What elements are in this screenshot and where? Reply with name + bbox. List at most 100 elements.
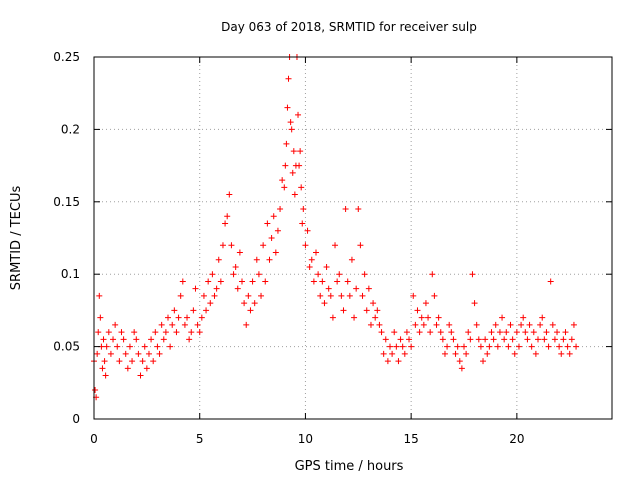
data-point [433,321,440,328]
data-point [139,358,146,365]
data-point [382,336,389,343]
data-point [361,271,368,278]
data-point [429,271,436,278]
data-point [215,256,222,263]
data-point [446,321,453,328]
y-tick-label: 0.15 [53,195,80,209]
data-point [317,292,324,299]
x-tick-label: 5 [196,432,204,446]
data-point [467,336,474,343]
data-point [262,278,269,285]
data-point [566,350,573,357]
data-point [494,343,501,350]
data-point [249,278,256,285]
data-point [480,358,487,365]
data-point [154,343,161,350]
data-point [126,343,133,350]
data-point [300,206,307,213]
data-point [306,263,313,270]
data-point [469,271,476,278]
data-point [145,350,152,357]
data-point [251,300,258,307]
data-point [270,213,277,220]
data-point [266,256,273,263]
data-point [232,263,239,270]
data-point [100,336,107,343]
data-point [177,292,184,299]
data-point [496,329,503,336]
data-point [501,336,508,343]
data-point [387,343,393,350]
data-point [431,292,438,299]
data-point [297,148,304,155]
data-point [175,314,182,321]
data-point [236,249,243,256]
data-point [484,350,491,357]
data-point [298,184,305,191]
data-point [184,314,191,321]
data-point [397,336,404,343]
data-point [272,249,279,256]
data-point [158,321,165,328]
data-point [444,343,451,350]
data-point [370,300,377,307]
data-point [302,242,309,249]
data-point [325,285,332,292]
data-point [422,300,429,307]
data-point [137,372,144,379]
data-point [499,314,506,321]
data-point [97,314,104,321]
chart-title: Day 063 of 2018, SRMTID for receiver sul… [221,20,477,34]
data-point [543,329,550,336]
data-point [570,321,577,328]
data-point [217,278,224,285]
data-point [465,329,472,336]
data-point [439,336,446,343]
data-point [323,263,330,270]
data-point [522,329,529,336]
data-point [401,350,408,357]
data-point [513,329,520,336]
data-point [92,387,99,394]
data-point [554,329,561,336]
data-point [310,278,317,285]
data-point [420,321,427,328]
data-point [118,329,125,336]
data-point [295,111,302,118]
data-point [435,314,442,321]
data-point [374,307,381,314]
data-point [537,321,544,328]
axis-ticks [93,56,612,420]
data-point [414,307,421,314]
data-point [416,329,423,336]
data-point [213,285,220,292]
data-point [173,329,180,336]
x-axis-label: GPS time / hours [295,459,404,474]
data-point [359,292,366,299]
data-point [129,358,136,365]
data-point [196,329,203,336]
data-point [247,307,254,314]
data-point [308,256,315,263]
data-point [526,321,533,328]
data-point [355,206,362,213]
data-point [568,336,575,343]
data-point [334,278,341,285]
data-point [338,292,345,299]
data-point [160,336,167,343]
data-point [515,343,522,350]
data-point [545,343,552,350]
data-point [344,278,351,285]
data-point [268,235,275,241]
data-point [95,329,102,336]
data-point [169,321,176,328]
data-point [107,350,114,357]
data-point [539,314,546,321]
data-point [520,314,527,321]
data-point [406,336,413,343]
data-point [461,343,467,350]
data-point [408,343,415,350]
x-tick-label: 0 [90,432,98,446]
